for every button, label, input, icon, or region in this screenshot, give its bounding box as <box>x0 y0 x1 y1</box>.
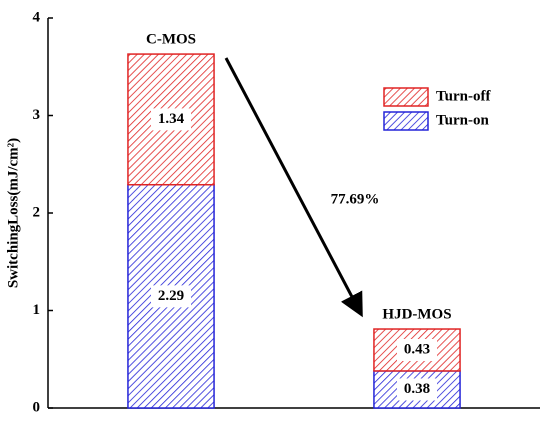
value-label-box <box>151 108 191 131</box>
y-tick-label: 1 <box>33 302 41 318</box>
value-label: 1.34 <box>158 111 185 127</box>
value-label-box <box>397 338 437 361</box>
legend-swatch <box>383 111 429 131</box>
y-tick-label: 0 <box>33 399 41 415</box>
arrow-annotation: 77.69% <box>331 191 380 207</box>
value-label-box <box>151 285 191 308</box>
legend-swatch <box>383 87 429 107</box>
y-tick-label: 3 <box>33 107 41 123</box>
legend-label: Turn-on <box>436 112 489 128</box>
bar-annotation: HJD-MOS <box>382 306 451 322</box>
value-label: 0.43 <box>404 341 430 357</box>
y-axis-label: SwitchingLoss(mJ/cm²) <box>5 138 21 288</box>
legend-label: Turn-off <box>436 88 491 104</box>
y-tick-label: 4 <box>33 9 41 25</box>
y-tick-label: 2 <box>33 204 41 220</box>
value-label: 2.29 <box>158 288 184 304</box>
bar-annotation: C-MOS <box>146 32 196 48</box>
arrow <box>224 57 363 318</box>
value-label-box <box>397 378 437 401</box>
value-label: 0.38 <box>404 381 430 397</box>
